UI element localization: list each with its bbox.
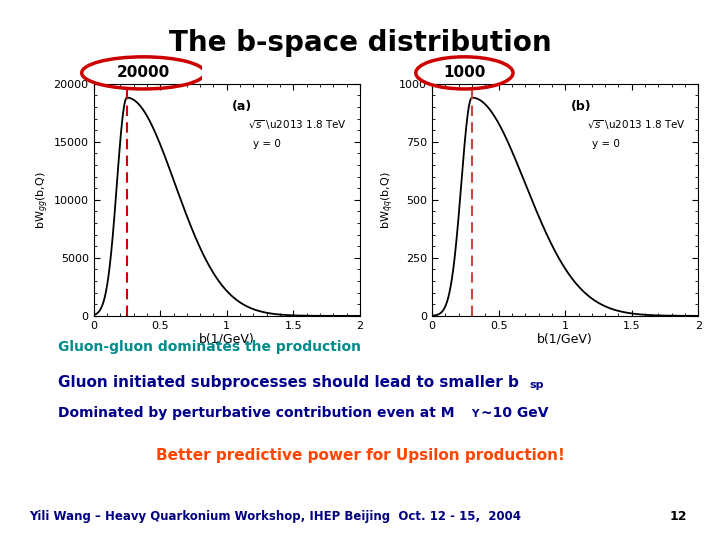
Text: Yili Wang – Heavy Quarkonium Workshop, IHEP Beijing  Oct. 12 - 15,  2004: Yili Wang – Heavy Quarkonium Workshop, I… <box>29 510 521 523</box>
Text: 20000: 20000 <box>117 65 170 80</box>
Text: y = 0: y = 0 <box>253 139 282 150</box>
X-axis label: b(1/GeV): b(1/GeV) <box>537 332 593 345</box>
Y-axis label: bW$_{gg}$(b,Q): bW$_{gg}$(b,Q) <box>35 171 51 228</box>
Text: Better predictive power for Upsilon production!: Better predictive power for Upsilon prod… <box>156 448 564 463</box>
Text: 1000: 1000 <box>444 65 485 80</box>
Text: ~10 GeV: ~10 GeV <box>481 406 549 420</box>
Text: Dominated by perturbative contribution even at M: Dominated by perturbative contribution e… <box>58 406 454 420</box>
Text: (a): (a) <box>232 100 253 113</box>
Text: (b): (b) <box>570 100 591 113</box>
Text: Gluon initiated subprocesses should lead to smaller b: Gluon initiated subprocesses should lead… <box>58 375 518 390</box>
Y-axis label: bW$_{\bar{q}q}$(b,Q): bW$_{\bar{q}q}$(b,Q) <box>380 171 397 228</box>
Text: sp: sp <box>529 380 544 390</box>
Text: 12: 12 <box>670 510 687 523</box>
Text: Y: Y <box>472 409 479 419</box>
Text: $\sqrt{s}$ \u2013 1.8 TeV: $\sqrt{s}$ \u2013 1.8 TeV <box>248 118 347 132</box>
Text: The b-space distribution: The b-space distribution <box>168 29 552 57</box>
X-axis label: b(1/GeV): b(1/GeV) <box>199 332 255 345</box>
Text: $\sqrt{s}$ \u2013 1.8 TeV: $\sqrt{s}$ \u2013 1.8 TeV <box>587 118 685 132</box>
Text: Gluon-gluon dominates the production: Gluon-gluon dominates the production <box>58 340 361 354</box>
Text: y = 0: y = 0 <box>592 139 620 150</box>
